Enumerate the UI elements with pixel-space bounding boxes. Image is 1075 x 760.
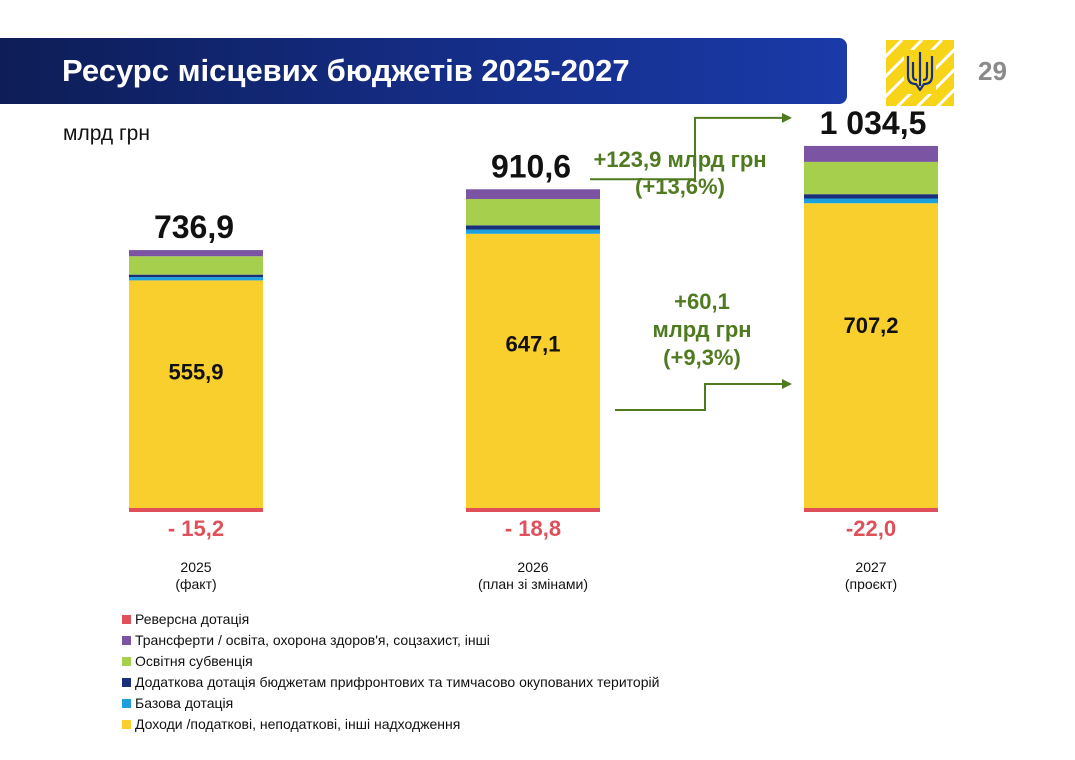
bar-segment-base-dotation (804, 198, 938, 204)
legend-swatch (122, 678, 131, 687)
legend-swatch (122, 615, 131, 624)
page-number: 29 (978, 56, 1007, 86)
x-tick-label: 2025 (180, 559, 211, 575)
bar-segment-transfers (804, 145, 938, 162)
revenue-growth-annotation: (+9,3%) (663, 345, 741, 370)
bar-segment-base-dotation (129, 277, 263, 281)
x-tick-label: 2026 (517, 559, 548, 575)
legend-label: Додаткова дотація бюджетам прифронтових … (135, 674, 660, 690)
legend-item: Додаткова дотація бюджетам прифронтових … (122, 672, 659, 693)
legend-swatch (122, 699, 131, 708)
revenue-value-label: 647,1 (505, 331, 560, 356)
legend-label: Трансферти / освіта, охорона здоров'я, с… (135, 632, 490, 648)
legend-item: Базова дотація (122, 693, 659, 714)
bar-segment-education-subvention (466, 199, 600, 226)
bar-total-label: 736,9 (154, 209, 234, 245)
x-tick-label: (факт) (175, 576, 216, 592)
bar-segment-transfers (129, 250, 263, 257)
legend-label: Базова дотація (135, 695, 234, 711)
bar-segment-reverse-dotation (804, 507, 938, 512)
bar-segment-additional-dotation (466, 225, 600, 230)
bar-segment-additional-dotation (129, 274, 263, 278)
x-tick-label: (план зі змінами) (478, 576, 588, 592)
legend-swatch (122, 720, 131, 729)
page-title: Ресурс місцевих бюджетів 2025-2027 (62, 53, 630, 88)
x-tick-label: (проєкт) (845, 576, 897, 592)
bar-segment-revenues (129, 280, 263, 508)
total-growth-annotation: (+13,6%) (635, 174, 725, 199)
bar-total-label: 1 034,5 (820, 105, 927, 141)
legend-label: Доходи /податкові, неподаткові, інші над… (135, 716, 461, 732)
bar-segment-education-subvention (129, 256, 263, 275)
legend-item: Доходи /податкові, неподаткові, інші над… (122, 714, 659, 735)
bar-segment-revenues (804, 203, 938, 508)
total-growth-arrow (590, 112, 792, 181)
legend-item: Реверсна дотація (122, 609, 659, 630)
title-bar: Ресурс місцевих бюджетів 2025-2027 (0, 38, 847, 104)
reverse-dotation-value-label: - 18,8 (505, 516, 561, 541)
bar-segment-base-dotation (466, 229, 600, 234)
ukraine-trident-emblem-icon (886, 40, 954, 106)
bar-segment-reverse-dotation (129, 507, 263, 512)
bar-segment-revenues (466, 233, 600, 508)
legend-item: Трансферти / освіта, охорона здоров'я, с… (122, 630, 659, 651)
legend-label: Реверсна дотація (135, 611, 250, 627)
revenue-growth-annotation: млрд грн (652, 317, 751, 342)
legend-label: Освітня субвенція (135, 653, 253, 669)
bar-segment-education-subvention (804, 161, 938, 195)
legend-item: Освітня субвенція (122, 651, 659, 672)
chart-legend: Реверсна дотація Трансферти / освіта, охо… (122, 609, 659, 735)
legend-swatch (122, 657, 131, 666)
legend-swatch (122, 636, 131, 645)
bar-total-label: 910,6 (491, 148, 571, 184)
bar-segment-transfers (466, 189, 600, 200)
total-growth-annotation: +123,9 млрд грн (593, 147, 766, 172)
unit-label: млрд грн (63, 122, 150, 145)
revenue-growth-arrow (615, 379, 792, 411)
reverse-dotation-value-label: - 15,2 (168, 516, 224, 541)
bar-segment-additional-dotation (804, 194, 938, 199)
x-tick-label: 2027 (855, 559, 886, 575)
revenue-value-label: 555,9 (168, 359, 223, 384)
revenue-growth-annotation: +60,1 (674, 289, 730, 314)
revenue-value-label: 707,2 (843, 313, 898, 338)
reverse-dotation-value-label: -22,0 (846, 516, 896, 541)
bar-segment-reverse-dotation (466, 507, 600, 512)
